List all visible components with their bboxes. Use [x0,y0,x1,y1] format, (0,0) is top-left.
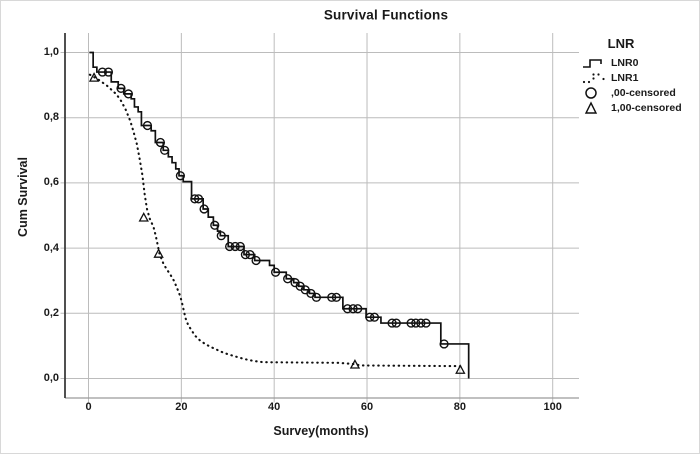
x-tick-label: 40 [268,401,281,413]
censored-circle-marker [348,304,358,314]
x-tick-label: 60 [360,401,374,413]
x-tick-label: 20 [175,401,188,413]
solid-step-line-icon [583,59,602,68]
censored-triangle-icon [584,101,598,114]
censored-circle-marker [311,292,322,302]
curve-lnr0 [89,51,470,379]
x-tick-label: 100 [543,401,562,413]
legend-label-00-censored: ,00-censored [611,87,676,99]
legend-label-lnr0: LNR0 [611,57,639,69]
legend-item-100-censored: 1,00-censored [582,101,698,115]
censored-circle-marker [411,318,421,328]
legend-label-lnr1: LNR1 [611,72,639,84]
censored-circle-marker [240,250,250,260]
censored-circle-marker [142,120,153,131]
censored-circle-marker [199,204,209,214]
x-tick-label: 0 [85,401,92,413]
y-tick-label: 0,8 [43,111,59,124]
censored-triangle-marker [153,248,164,258]
y-tick-label: 0,6 [43,176,59,189]
censored-circle-marker [327,292,337,302]
censored-circle-marker [387,318,397,328]
censored-triangle-marker [455,364,466,374]
censored-circle-marker [416,318,426,328]
censored-circle-marker [230,241,240,252]
censored-circle-marker [283,274,293,284]
legend-item-lnr0: LNR0 [582,56,698,70]
legend-item-00-censored: ,00-censored [582,86,698,100]
y-tick-label: 0,4 [43,241,59,254]
y-tick-label: 1,0 [43,46,59,58]
censored-circle-marker [353,304,363,314]
censored-circle-marker [421,318,431,328]
censored-circle-marker [190,194,200,204]
x-axis-title: Survey(months) [273,424,369,438]
dotted-line-icon [582,73,605,84]
censored-circle-marker [210,220,220,230]
legend-item-lnr1: LNR1 [582,71,698,85]
censored-circle-marker [245,250,255,260]
censored-circle-icon [585,87,597,99]
censored-circle-marker [175,171,186,181]
legend-label-100-censored: 1,00-censored [611,102,682,114]
censored-circle-marker [103,67,114,77]
censored-circle-marker [342,304,353,314]
censored-circle-marker [160,145,170,155]
curve-lnr1 [88,73,466,368]
censored-circle-marker [97,67,108,77]
censored-triangle-marker [138,212,149,222]
censored-circle-marker [406,318,416,328]
censored-circle-marker [123,89,134,99]
x-tick-label: 80 [453,401,466,413]
censored-circle-marker [216,231,226,241]
censored-circle-marker [225,241,235,252]
censored-circle-marker [369,312,380,322]
censored-circle-marker [235,241,245,252]
legend-title: LNR [607,36,635,51]
y-tick-label: 0,2 [43,306,59,319]
censored-circle-marker [116,83,126,93]
censored-circle-marker [155,137,166,148]
y-tick-label: 0,0 [43,372,59,384]
censored-triangle-marker [88,72,100,82]
censored-circle-marker [365,312,375,322]
censored-circle-marker [251,255,261,266]
censored-circle-marker [439,339,449,349]
censored-circle-marker [331,292,341,302]
censored-triangle-marker [349,359,361,369]
censored-circle-marker [391,318,401,328]
censored-circle-marker [270,267,281,277]
chart-title: Survival Functions [323,7,449,23]
censored-circle-marker [193,194,204,204]
legend: LNR LNR0 LNR1 ,00-censored [582,36,698,116]
